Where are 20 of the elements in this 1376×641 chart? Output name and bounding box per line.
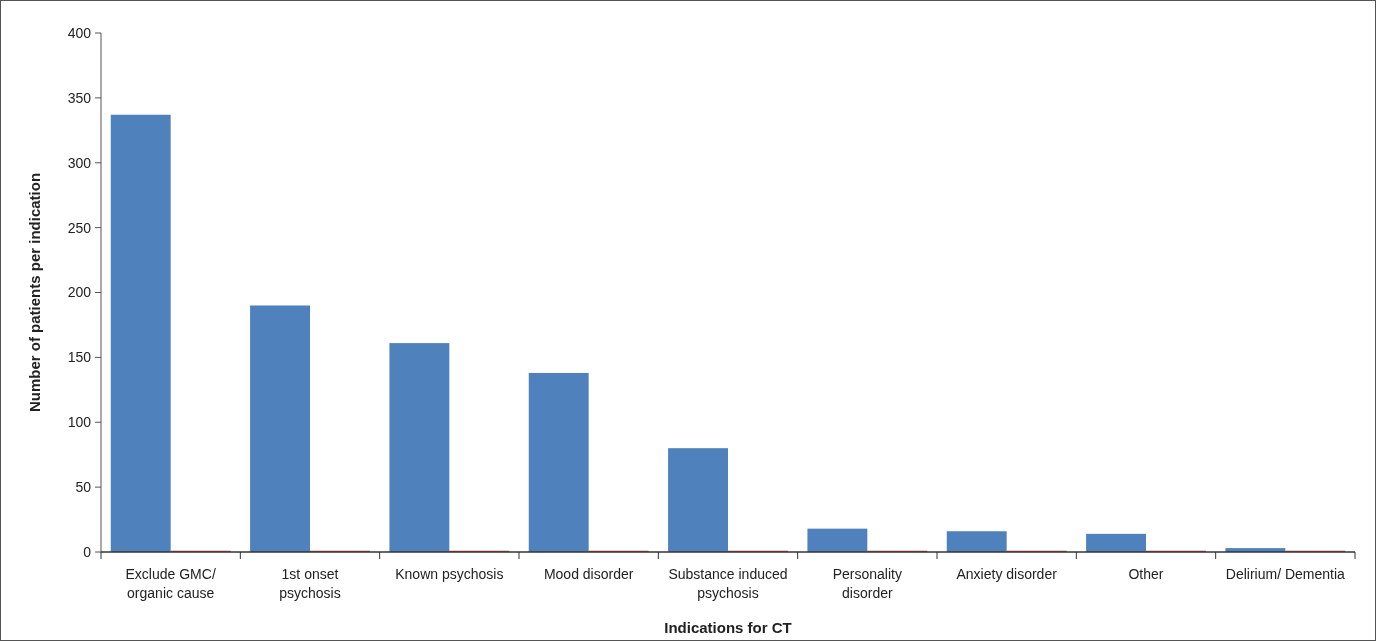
y-tick-label: 150 — [67, 349, 92, 366]
y-tick-label: 50 — [75, 479, 92, 496]
y-axis-title: Number of patients per indication — [26, 172, 43, 413]
y-tick-label: 300 — [67, 154, 92, 171]
x-tick-label: Delirium/ Dementia — [1225, 566, 1346, 582]
y-tick-label: 100 — [67, 414, 92, 431]
x-tick-label: Personality disorder — [832, 566, 902, 601]
x-tick-label: Other — [1128, 566, 1164, 582]
x-tick-label: Substance induced psychosis — [668, 566, 788, 601]
y-tick-label: 350 — [67, 89, 92, 106]
y-tick-label: 200 — [67, 284, 92, 301]
x-tick-label: 1st onset psychosis — [279, 566, 341, 601]
x-tick-label: Mood disorder — [543, 566, 634, 582]
y-tick-label: 250 — [67, 219, 92, 236]
y-tick-label: 0 — [83, 543, 92, 560]
x-tick-label: Known psychosis — [395, 566, 504, 582]
y-tick-label: 400 — [67, 24, 92, 41]
x-tick-label: Exclude GMC/ organic cause — [125, 566, 216, 601]
x-tick-label: Anxiety disorder — [956, 566, 1058, 582]
x-axis-title: Indications for CT — [664, 619, 792, 636]
